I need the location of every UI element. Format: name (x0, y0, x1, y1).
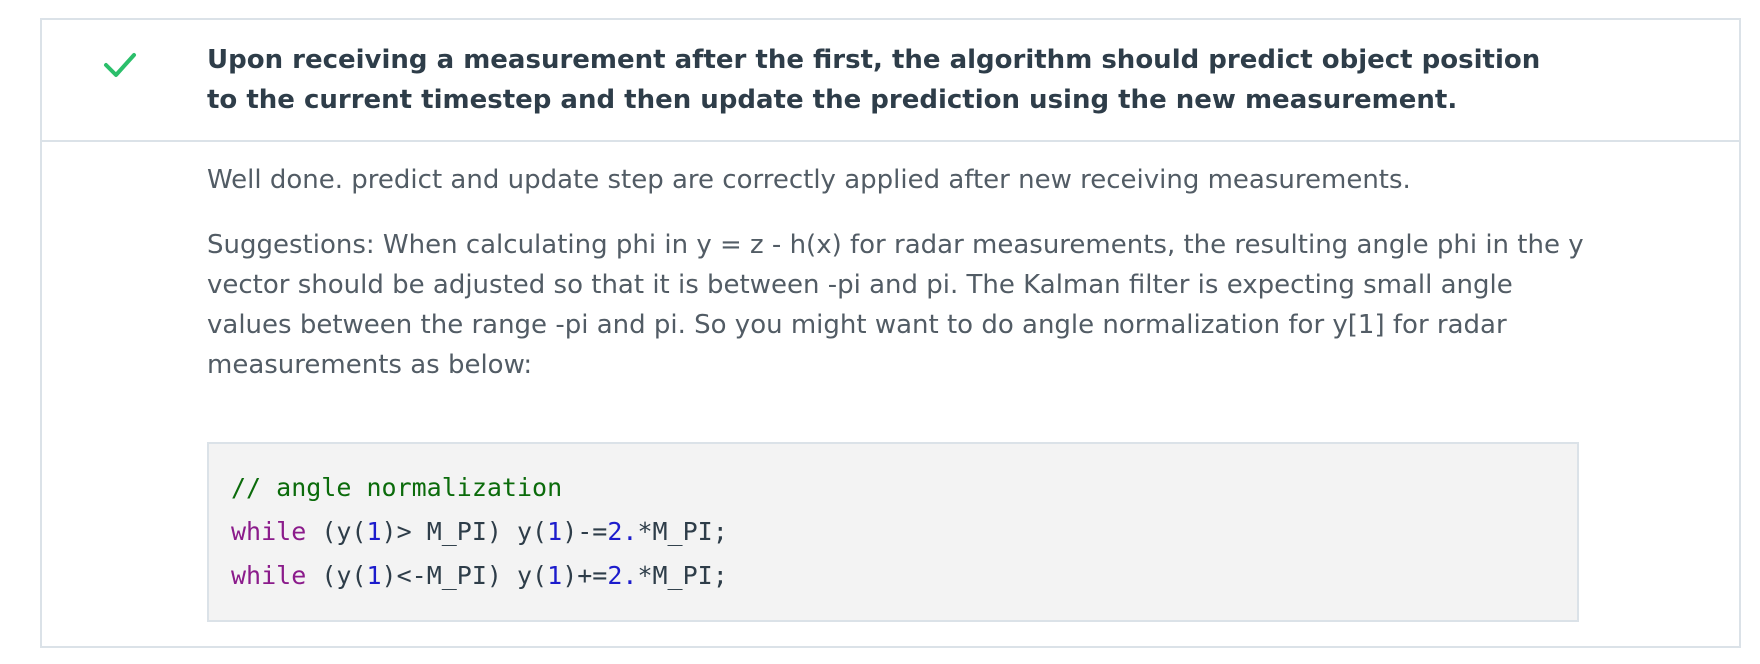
code-token-plain: *M_PI; (637, 517, 728, 546)
code-token-plain: )+= (562, 561, 608, 590)
code-token-keyword: while (231, 561, 307, 590)
code-token-plain: (y( (306, 561, 367, 590)
code-token-number: 2. (607, 561, 638, 590)
feedback-paragraph: Well done. predict and update step are c… (207, 165, 1411, 195)
check-icon (104, 53, 136, 77)
criterion-header: Upon receiving a measurement after the f… (42, 20, 1739, 142)
feedback-suggestion: Suggestions: When calculating phi in y =… (207, 230, 1584, 380)
code-token-plain: )<-M_PI) y( (381, 561, 548, 590)
code-token-plain: )-= (562, 517, 608, 546)
criterion-title: Upon receiving a measurement after the f… (207, 45, 1541, 115)
review-criterion-card: Upon receiving a measurement after the f… (40, 18, 1741, 648)
code-line: while (y(1)<-M_PI) y(1)+=2.*M_PI; (231, 554, 1555, 598)
code-token-plain: *M_PI; (637, 561, 728, 590)
code-token-plain: )> M_PI) y( (381, 517, 548, 546)
code-token-number: 1 (366, 561, 382, 590)
code-token-number: 2. (607, 517, 638, 546)
code-snippet: // angle normalization while (y(1)> M_PI)… (207, 442, 1579, 622)
code-line: while (y(1)> M_PI) y(1)-=2.*M_PI; (231, 510, 1555, 554)
reviewer-feedback: Well done. predict and update step are c… (207, 160, 1587, 622)
code-token-keyword: while (231, 517, 307, 546)
code-comment: // angle normalization (231, 473, 563, 502)
code-token-number: 1 (366, 517, 382, 546)
code-token-number: 1 (547, 561, 563, 590)
code-token-number: 1 (547, 517, 563, 546)
code-token-plain: (y( (306, 517, 367, 546)
